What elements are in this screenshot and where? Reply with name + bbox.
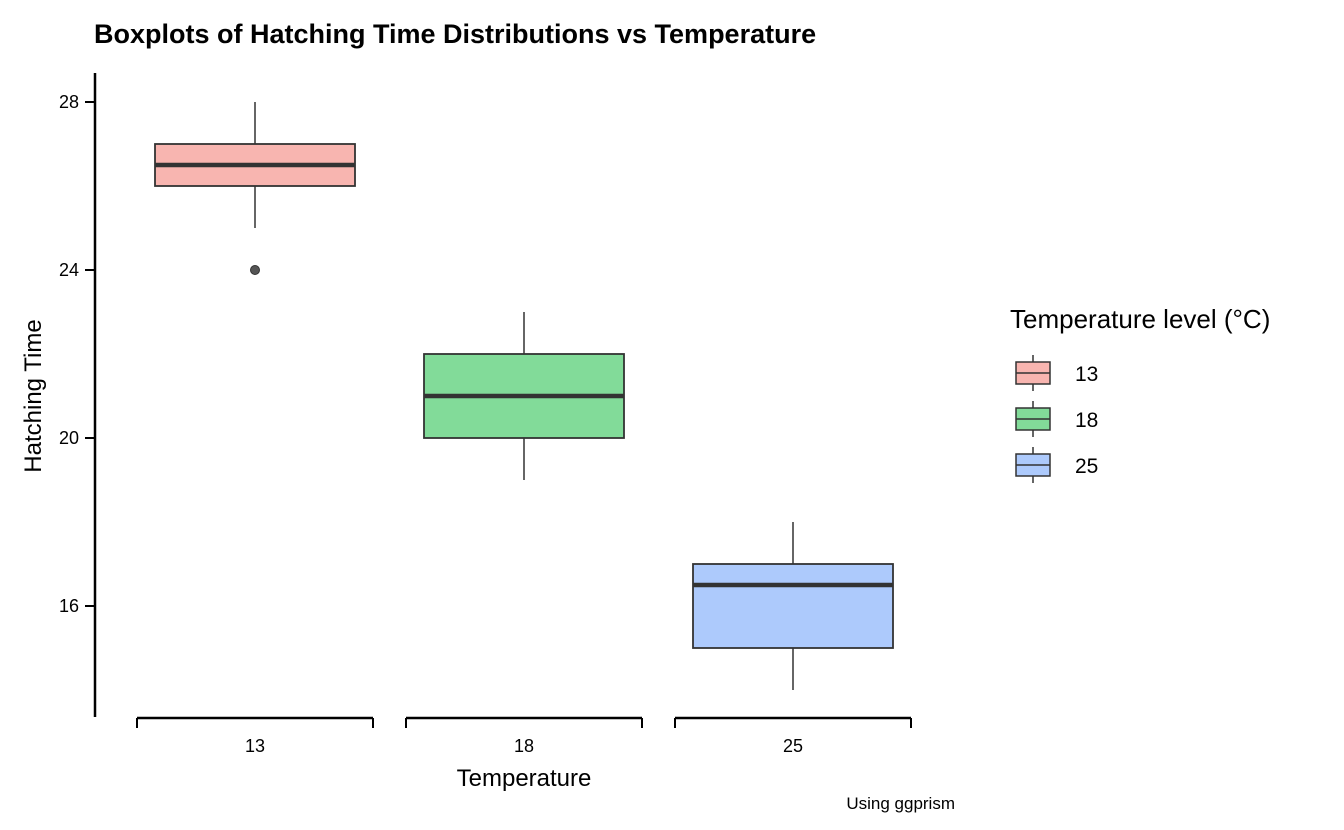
- y-tick-label: 28: [59, 92, 79, 112]
- x-tick-label: 13: [245, 736, 265, 756]
- y-tick-label: 20: [59, 428, 79, 448]
- x-tick-label: 25: [783, 736, 803, 756]
- y-tick-label: 24: [59, 260, 79, 280]
- box-group-13: [154, 102, 356, 275]
- legend-label: 18: [1075, 409, 1098, 432]
- chart-title: Boxplots of Hatching Time Distributions …: [94, 19, 816, 49]
- x-tick-label: 18: [514, 736, 534, 756]
- outlier-point: [250, 265, 260, 275]
- box-iqr: [692, 563, 894, 649]
- legend-title: Temperature level (°C): [1010, 304, 1270, 334]
- y-axis-title: Hatching Time: [20, 319, 47, 472]
- y-axis-ticks: 16 20 24 28: [59, 92, 95, 616]
- x-axis: 13 18 25: [136, 716, 912, 756]
- legend-label: 13: [1075, 363, 1098, 386]
- x-axis-title: Temperature: [457, 765, 592, 792]
- box-group-18: [423, 312, 625, 480]
- boxplot-series: [154, 102, 894, 690]
- legend: Temperature level (°C) 13 18 25: [1010, 304, 1270, 483]
- legend-item-13: 13: [1015, 355, 1098, 391]
- chart-caption: Using ggprism: [846, 794, 955, 813]
- box-group-25: [692, 522, 894, 690]
- legend-item-25: 25: [1015, 447, 1098, 483]
- legend-item-18: 18: [1015, 401, 1098, 437]
- legend-label: 25: [1075, 455, 1098, 478]
- y-tick-label: 16: [59, 596, 79, 616]
